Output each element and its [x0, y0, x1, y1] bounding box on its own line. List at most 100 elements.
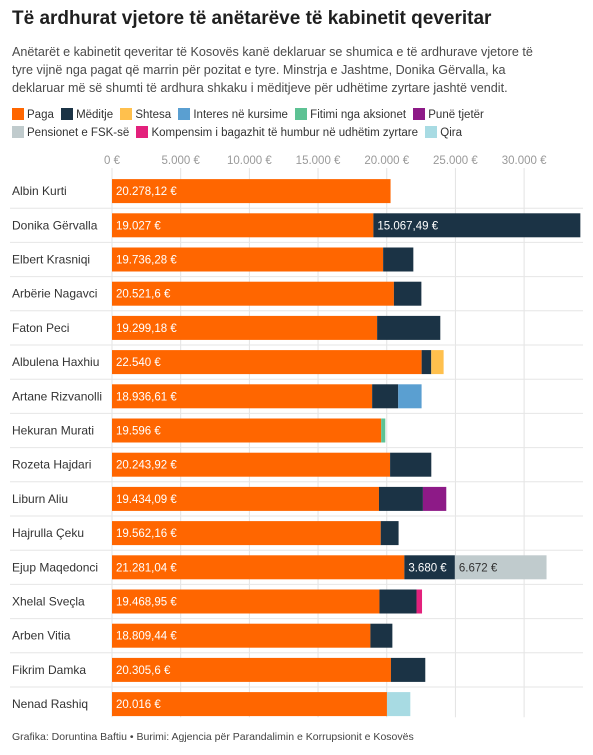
legend-item-interes: Interes në kursime [178, 106, 288, 124]
bar-segment [112, 247, 384, 272]
category-label: Albulena Haxhiu [12, 355, 99, 369]
category-label: Rozeta Hajdari [12, 458, 91, 472]
data-label: 18.936,61 € [116, 391, 177, 403]
bar-segment [383, 247, 414, 272]
bar-segment [390, 452, 432, 477]
category-label: Xhelal Sveçla [12, 595, 85, 609]
x-tick-label: 20.000 € [364, 155, 409, 167]
chart-footer: Grafika: Doruntina Baftiu • Burimi: Agje… [12, 731, 414, 743]
legend-swatch [136, 126, 149, 138]
bar-segment [112, 452, 391, 477]
bar-segment [112, 418, 382, 443]
bar-segment [112, 555, 405, 580]
legend-label: Punë tjetër [428, 109, 484, 121]
data-label: 6.672 € [459, 562, 498, 574]
subtitle-line: Anëtarët e kabinetit qeveritar të Kosovë… [12, 45, 533, 59]
bar-segment [381, 418, 386, 443]
subtitle-line: tyre vijnë nga pagat që marrin për pozit… [12, 63, 506, 77]
legend-item-pensionet: Pensionet e FSK-së [12, 124, 129, 142]
data-label: 19.027 € [116, 220, 161, 232]
legend-item-fitimi: Fitimi nga aksionet [295, 106, 406, 124]
bar-segment [112, 281, 394, 306]
category-label: Fikrim Damka [12, 663, 86, 677]
legend-swatch [413, 108, 426, 120]
category-label: Liburn Aliu [12, 492, 68, 506]
data-label: 20.016 € [116, 699, 161, 711]
bar-segment [112, 589, 380, 614]
x-tick-label: 30.000 € [502, 155, 547, 167]
data-label: 19.468,95 € [116, 597, 177, 609]
bar-segment [378, 486, 423, 511]
bar-segment [454, 555, 547, 580]
stacked-bar-chart: 0 € 5.000 € 10.000 € 15.000 € 20.000 € 25.000… [10, 155, 583, 718]
legend-item-kompensim: Kompensim i bagazhit të humbur në udhëti… [136, 124, 418, 142]
bar-segment [386, 692, 411, 717]
category-label: Hekuran Murati [12, 424, 94, 438]
legend-item-qira: Qira [425, 124, 462, 142]
legend-item-mediteje: Mëditje [61, 106, 113, 124]
bar-segment [416, 589, 423, 614]
data-label: 19.562,16 € [116, 528, 177, 540]
data-label: 19.736,28 € [116, 255, 177, 267]
legend-label: Shtesa [135, 109, 172, 121]
bar-segment [112, 315, 378, 340]
bar-segment [112, 521, 381, 546]
category-label: Arbërie Nagavci [12, 287, 97, 301]
data-label: 19.434,09 € [116, 494, 177, 506]
bar-segment [112, 657, 391, 682]
legend-swatch [425, 126, 438, 138]
bar-segment [431, 350, 444, 375]
legend-swatch [61, 108, 74, 120]
legend-swatch [12, 126, 24, 138]
bar-segment [404, 555, 455, 580]
category-label: Artane Rizvanolli [12, 389, 102, 403]
data-label: 3.680 € [408, 562, 447, 574]
bar-segment [421, 350, 432, 375]
category-label: Hajrulla Çeku [12, 526, 84, 540]
data-label: 20.521,6 € [116, 289, 171, 301]
x-tick-label: 25.000 € [433, 155, 478, 167]
bar-segment [112, 179, 391, 204]
bar-segment [112, 350, 422, 375]
data-label: 15.067,49 € [377, 220, 438, 232]
bar-segment [390, 657, 426, 682]
bar-segment [112, 213, 374, 238]
data-label: 19.596 € [116, 426, 161, 438]
bar-segment [393, 281, 422, 306]
legend-label: Interes në kursime [193, 109, 288, 121]
legend-label: Paga [27, 109, 54, 121]
legend-swatch [178, 108, 191, 120]
bar-segment [112, 384, 373, 409]
bar-segment [398, 384, 422, 409]
category-label: Nenad Rashiq [12, 697, 88, 711]
legend-label: Mëditje [76, 109, 114, 121]
bar-segment [112, 623, 371, 648]
bar-segment [377, 315, 441, 340]
category-label: Elbert Krasniqi [12, 253, 90, 267]
legend-swatch [12, 108, 24, 120]
bar-segment [380, 521, 399, 546]
bar-segment [373, 213, 581, 238]
category-label: Albin Kurti [12, 184, 67, 198]
legend-label: Kompensim i bagazhit të humbur në udhëti… [151, 127, 419, 139]
legend-item-pune-tjeter: Punë tjetër [413, 106, 484, 124]
x-tick-label: 5.000 € [161, 155, 200, 167]
legend-label: Pensionet e FSK-së [27, 127, 130, 139]
data-label: 21.281,04 € [116, 562, 177, 574]
legend-swatch [295, 108, 308, 120]
legend-item-shtesa: Shtesa [120, 106, 171, 124]
bar-segment [112, 486, 379, 511]
chart-subtitle: Anëtarët e kabinetit qeveritar të Kosovë… [12, 43, 582, 97]
category-label: Faton Peci [12, 321, 69, 335]
bar-segment [372, 384, 399, 409]
data-label: 20.278,12 € [116, 186, 177, 198]
x-tick-label: 10.000 € [227, 155, 272, 167]
category-label: Arben Vitia [12, 629, 71, 643]
legend-label: Qira [440, 127, 462, 139]
x-tick-label: 15.000 € [296, 155, 341, 167]
bar-segment [422, 486, 447, 511]
data-label: 20.305,6 € [116, 665, 171, 677]
legend-label: Fitimi nga aksionet [310, 109, 407, 121]
legend-swatch [120, 108, 133, 120]
chart-legend: Paga Mëditje Shtesa Interes në kursime F… [12, 106, 587, 142]
